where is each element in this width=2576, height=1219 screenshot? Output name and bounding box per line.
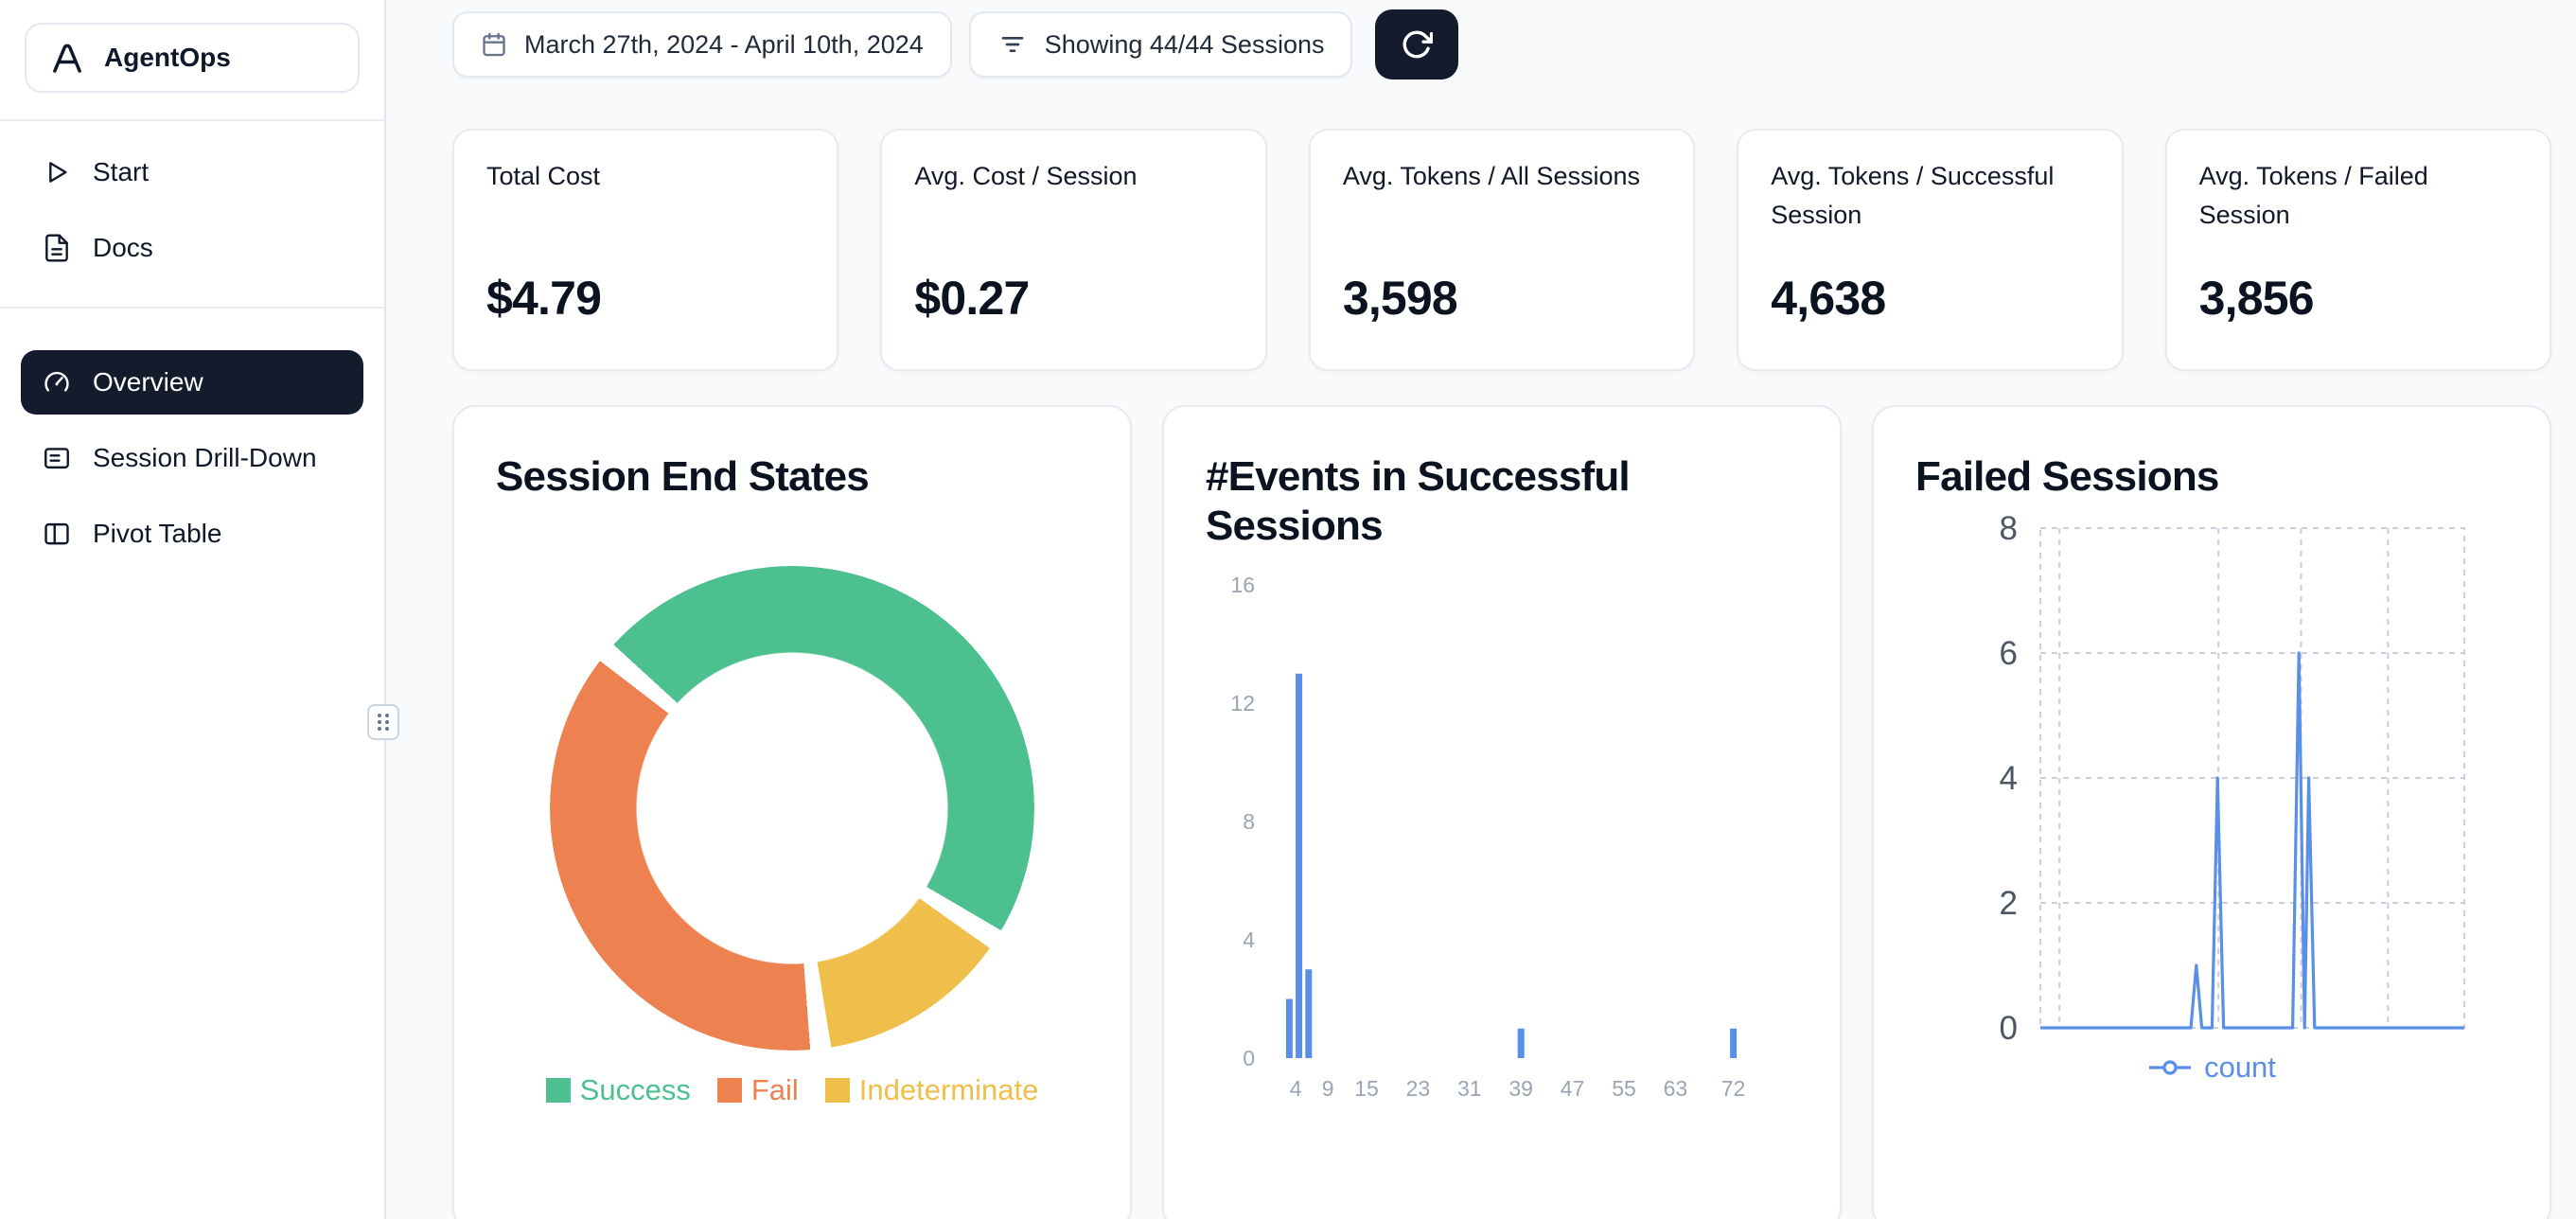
legend-swatch [716, 1077, 742, 1103]
sidebar-nav-top: Start Docs [0, 140, 384, 280]
sessions-filter-label: Showing 44/44 Sessions [1044, 29, 1325, 59]
toolbar: March 27th, 2024 - April 10th, 2024 Show… [452, 9, 2551, 80]
stat-title: Avg. Tokens / Successful Session [1771, 162, 2055, 229]
line-marker-icon [2149, 1060, 2192, 1075]
agentops-logo-icon [53, 44, 81, 73]
sidebar: AgentOps Start Docs [0, 0, 399, 1219]
docs-icon [45, 234, 68, 262]
stat-value: $4.79 [486, 272, 602, 325]
svg-text:16: 16 [1230, 573, 1255, 597]
sidebar-item-docs[interactable]: Docs [21, 216, 363, 280]
date-range-label: March 27th, 2024 - April 10th, 2024 [524, 29, 924, 59]
stat-title: Avg. Cost / Session [914, 162, 1138, 190]
legend-item-fail[interactable]: Fail [716, 1072, 799, 1107]
sidebar-item-pivot-table[interactable]: Pivot Table [21, 502, 363, 566]
drag-dots-icon [378, 714, 389, 731]
count-legend[interactable]: count [1915, 1051, 2508, 1085]
sidebar-nav-main: Overview Session Drill-Down Pivot Table [0, 327, 384, 566]
svg-text:4: 4 [1243, 928, 1255, 952]
divider [0, 307, 384, 309]
legend-label: count [2204, 1050, 2276, 1084]
stat-card-avg-cost-session: Avg. Cost / Session $0.27 [880, 129, 1267, 371]
stats-row: Total Cost $4.79 Avg. Cost / Session $0.… [452, 129, 2552, 371]
main-content: March 27th, 2024 - April 10th, 2024 Show… [386, 0, 2576, 1219]
svg-text:0: 0 [2000, 1010, 2018, 1047]
svg-text:72: 72 [1721, 1076, 1746, 1101]
stat-title: Total Cost [486, 162, 601, 190]
legend-swatch [824, 1077, 850, 1103]
play-icon [49, 162, 67, 183]
brand[interactable]: AgentOps [25, 23, 360, 93]
sidebar-resize-handle[interactable] [367, 704, 399, 740]
svg-text:4: 4 [2000, 760, 2018, 797]
legend-label: Indeterminate [858, 1072, 1039, 1106]
failed-sessions-line-chart: 0 2 4 6 8 [2000, 513, 2465, 1047]
legend-item-indeterminate[interactable]: Indeterminate [824, 1072, 1039, 1107]
session-end-states-card: Session End States Success Fail Indetermin… [452, 405, 1132, 1219]
sidebar-item-label: Pivot Table [93, 519, 222, 548]
svg-text:47: 47 [1561, 1076, 1585, 1101]
svg-text:4: 4 [1290, 1076, 1302, 1101]
legend-label: Success [579, 1072, 691, 1106]
stat-card-total-cost: Total Cost $4.79 [452, 129, 839, 371]
chart-title: Session End States [496, 453, 870, 500]
sessions-filter-button[interactable]: Showing 44/44 Sessions [968, 11, 1353, 78]
stat-title: Avg. Tokens / Failed Session [2198, 162, 2428, 229]
stat-card-avg-tokens-failed: Avg. Tokens / Failed Session 3,856 [2164, 129, 2552, 371]
refresh-icon [1403, 30, 1434, 59]
gauge-icon [44, 371, 69, 392]
session-drilldown-icon [44, 448, 69, 469]
sidebar-item-start[interactable]: Start [21, 140, 363, 204]
svg-text:0: 0 [1243, 1046, 1255, 1070]
sidebar-item-overview[interactable]: Overview [21, 350, 363, 415]
svg-text:15: 15 [1354, 1076, 1379, 1101]
svg-text:8: 8 [2000, 513, 2018, 547]
donut-legend: Success Fail Indeterminate [496, 1073, 1088, 1107]
svg-text:2: 2 [2000, 885, 2018, 922]
svg-text:31: 31 [1457, 1076, 1482, 1101]
stat-card-avg-tokens-successful: Avg. Tokens / Successful Session 4,638 [1737, 129, 2124, 371]
stat-title: Avg. Tokens / All Sessions [1342, 162, 1640, 190]
svg-text:55: 55 [1612, 1076, 1636, 1101]
legend-item-success[interactable]: Success [545, 1072, 691, 1107]
events-histogram-card: #Events in Successful Sessions 0 4 8 12 16 4 9… [1162, 405, 1842, 1219]
svg-text:39: 39 [1509, 1076, 1533, 1101]
sidebar-item-label: Docs [93, 233, 153, 262]
sidebar-item-label: Start [93, 157, 150, 186]
session-end-states-donut [550, 565, 1034, 1051]
sidebar-item-label: Session Drill-Down [93, 443, 317, 472]
failed-sessions-card: Failed Sessions 0 2 4 6 8 count [1872, 405, 2551, 1219]
sidebar-item-label: Overview [93, 367, 203, 397]
stat-value: $0.27 [914, 272, 1030, 325]
sidebar-item-session-drilldown[interactable]: Session Drill-Down [21, 426, 363, 490]
brand-name: AgentOps [104, 43, 231, 72]
divider [0, 119, 384, 121]
stat-value: 4,638 [1771, 272, 1886, 325]
svg-text:23: 23 [1406, 1076, 1431, 1101]
svg-text:9: 9 [1322, 1076, 1334, 1101]
stat-value: 3,856 [2198, 272, 2315, 325]
chart-title: Failed Sessions [1915, 453, 2219, 500]
svg-text:63: 63 [1664, 1076, 1688, 1101]
svg-text:12: 12 [1230, 691, 1255, 716]
svg-text:6: 6 [2000, 635, 2018, 672]
date-range-button[interactable]: March 27th, 2024 - April 10th, 2024 [452, 11, 952, 78]
refresh-button[interactable] [1375, 9, 1459, 80]
svg-text:8: 8 [1243, 809, 1255, 834]
chart-title: #Events in Successful Sessions [1206, 453, 1631, 549]
charts-row: Session End States Success Fail Indetermin… [452, 405, 2551, 1219]
filter-icon [1001, 36, 1024, 52]
pivot-table-icon [44, 522, 69, 545]
stat-value: 3,598 [1342, 272, 1458, 325]
legend-label: Fail [750, 1072, 799, 1106]
stat-card-avg-tokens-all: Avg. Tokens / All Sessions 3,598 [1308, 129, 1696, 371]
calendar-icon [483, 32, 505, 57]
legend-swatch [545, 1077, 571, 1103]
